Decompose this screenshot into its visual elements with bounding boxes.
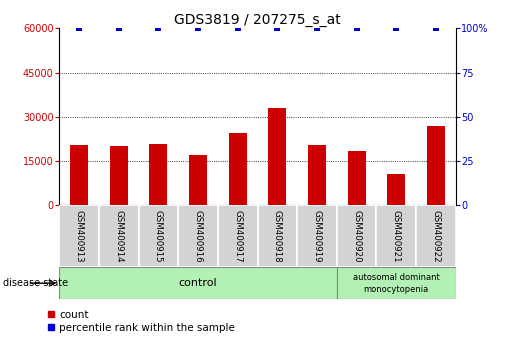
Title: GDS3819 / 207275_s_at: GDS3819 / 207275_s_at xyxy=(174,13,341,27)
Bar xyxy=(139,205,178,267)
Bar xyxy=(348,151,366,205)
Bar xyxy=(59,205,99,267)
Point xyxy=(313,25,321,31)
Text: GSM400914: GSM400914 xyxy=(114,210,123,263)
Bar xyxy=(387,175,405,205)
Bar xyxy=(376,205,416,267)
Point xyxy=(233,25,242,31)
Bar xyxy=(99,205,139,267)
Text: GSM400915: GSM400915 xyxy=(154,210,163,263)
Text: autosomal dominant
monocytopenia: autosomal dominant monocytopenia xyxy=(353,273,440,293)
Text: GSM400920: GSM400920 xyxy=(352,210,361,263)
Bar xyxy=(218,205,258,267)
Point xyxy=(432,25,440,31)
Text: GSM400918: GSM400918 xyxy=(273,210,282,263)
Bar xyxy=(110,146,128,205)
Bar xyxy=(70,145,88,205)
Text: GSM400922: GSM400922 xyxy=(432,210,440,263)
Text: disease state: disease state xyxy=(3,278,67,288)
Bar xyxy=(178,205,218,267)
Bar xyxy=(268,108,286,205)
Bar xyxy=(337,205,376,267)
Bar xyxy=(427,126,445,205)
Point xyxy=(273,25,281,31)
Bar xyxy=(297,205,337,267)
Point xyxy=(154,25,162,31)
Point xyxy=(352,25,360,31)
Point xyxy=(194,25,202,31)
Text: GSM400921: GSM400921 xyxy=(392,210,401,263)
Text: GSM400916: GSM400916 xyxy=(194,210,202,263)
Bar xyxy=(258,205,297,267)
Text: control: control xyxy=(179,278,217,288)
Legend: count, percentile rank within the sample: count, percentile rank within the sample xyxy=(46,310,235,333)
Text: GSM400919: GSM400919 xyxy=(313,210,321,263)
Bar xyxy=(149,144,167,205)
Point xyxy=(392,25,401,31)
Bar xyxy=(308,145,326,205)
Bar xyxy=(59,267,337,299)
Bar xyxy=(337,267,456,299)
Bar xyxy=(229,133,247,205)
Point xyxy=(75,25,83,31)
Point xyxy=(114,25,123,31)
Text: GSM400917: GSM400917 xyxy=(233,210,242,263)
Bar xyxy=(189,155,207,205)
Bar xyxy=(416,205,456,267)
Text: GSM400913: GSM400913 xyxy=(75,210,83,263)
